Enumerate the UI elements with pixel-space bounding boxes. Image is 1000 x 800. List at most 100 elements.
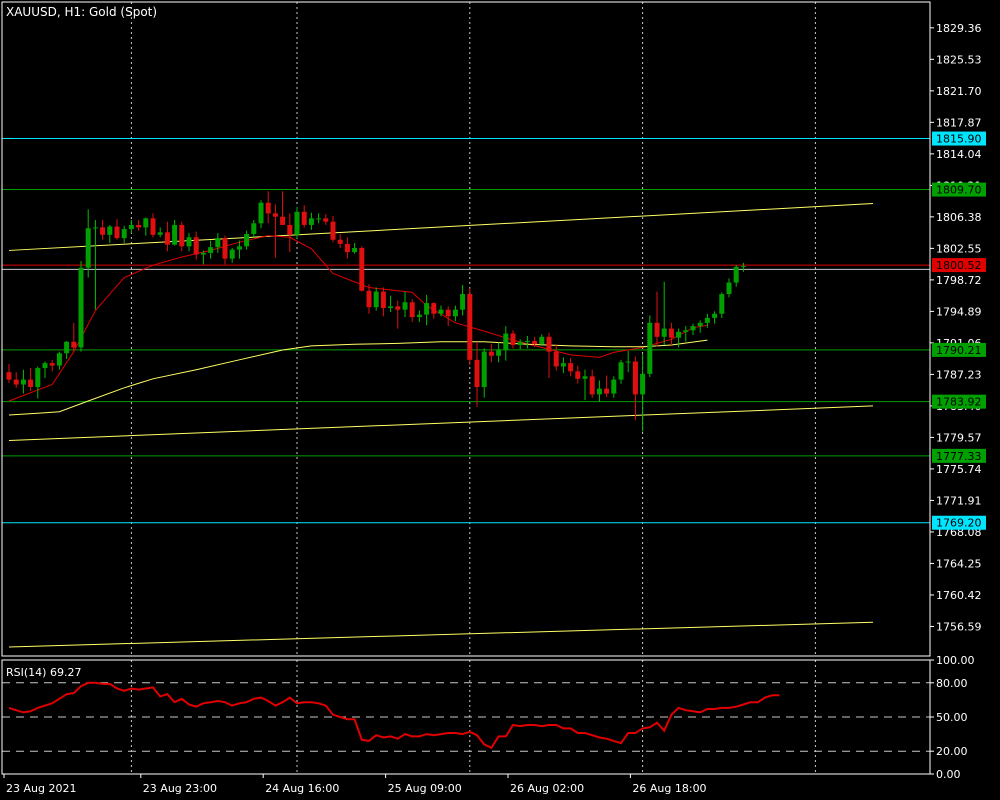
candle — [719, 292, 725, 318]
candlesticks — [6, 191, 746, 432]
candle — [265, 191, 271, 224]
candle-body — [236, 246, 242, 250]
candle-body — [510, 333, 516, 346]
candle-body — [589, 376, 595, 395]
candle — [330, 215, 336, 243]
rsi-line — [8, 681, 780, 750]
candle — [150, 213, 156, 238]
time-axis: 23 Aug 2021 23 Aug 23:00 24 Aug 16:00 25 Au… — [3, 774, 707, 795]
candle — [64, 340, 70, 360]
price-tick-label: 1814.04 — [936, 148, 982, 161]
candle-body — [431, 303, 437, 314]
price-level-tag-label: 1783.92 — [936, 396, 982, 409]
candle — [431, 302, 437, 319]
time-tick-label: 23 Aug 2021 — [6, 782, 76, 795]
candle-body — [395, 306, 401, 310]
candle — [172, 220, 178, 246]
candle — [301, 205, 307, 228]
candle — [323, 214, 329, 225]
candle — [143, 217, 149, 236]
candle — [539, 334, 545, 346]
candle — [56, 351, 62, 370]
candle-body — [78, 267, 84, 348]
candle — [640, 354, 646, 432]
candle-body — [244, 233, 250, 247]
rsi-indicator-window[interactable]: RSI(14) 69.27 — [2, 660, 930, 774]
price-tick-label: 1756.59 — [936, 620, 982, 633]
candle-body — [222, 238, 228, 259]
time-tick-label: 24 Aug 16:00 — [265, 782, 339, 795]
candle — [380, 287, 386, 317]
candle — [344, 237, 350, 259]
price-tick-label: 1829.36 — [936, 22, 982, 35]
candle — [589, 369, 595, 398]
time-tick-label: 25 Aug 09:00 — [388, 782, 462, 795]
candle — [611, 376, 617, 398]
candle — [546, 332, 552, 378]
candle — [49, 359, 55, 372]
candle-body — [690, 326, 696, 331]
price-level-tag-label: 1809.70 — [936, 184, 982, 197]
candle-body — [143, 218, 149, 228]
candle — [445, 306, 451, 327]
time-tick-label: 26 Aug 18:00 — [632, 782, 706, 795]
candle — [517, 339, 523, 350]
candle-body — [100, 227, 106, 235]
candle-body — [546, 336, 552, 352]
candle — [85, 209, 91, 278]
candle-body — [85, 228, 91, 268]
candle-body — [121, 229, 127, 239]
price-level-tag — [932, 182, 986, 197]
trend-line — [8, 405, 874, 441]
candle-body — [632, 361, 638, 395]
candle — [553, 344, 559, 371]
candle — [575, 365, 581, 384]
candle-body — [330, 221, 336, 240]
candle — [229, 247, 235, 263]
candle-body — [517, 341, 523, 346]
candle-body — [251, 223, 257, 234]
slow-moving-average — [8, 339, 708, 416]
candle-body — [42, 363, 48, 369]
candle — [733, 265, 739, 287]
candle — [107, 224, 113, 244]
price-chart-window[interactable]: XAUUSD, H1: Gold (Spot) — [2, 2, 930, 656]
candle-body — [272, 213, 278, 217]
candle-body — [49, 363, 55, 366]
rsi-series-line — [8, 681, 780, 750]
time-tick-label: 23 Aug 23:00 — [143, 782, 217, 795]
candle — [6, 363, 12, 383]
candle-body — [712, 313, 718, 318]
candle — [452, 305, 458, 322]
price-level-tag-label: 1769.20 — [936, 517, 982, 530]
candle — [661, 281, 667, 346]
candle — [676, 328, 682, 348]
candle-body — [6, 372, 12, 380]
candle-body — [445, 309, 451, 317]
candle — [618, 359, 624, 384]
candle-body — [280, 216, 286, 225]
candle — [280, 191, 286, 225]
candle-body — [35, 368, 41, 387]
price-level-tag-label: 1790.21 — [936, 344, 982, 357]
candle-body — [265, 202, 271, 214]
candle-body — [258, 202, 264, 224]
candle-body — [229, 249, 235, 259]
horizontal-levels — [2, 138, 930, 524]
candle — [503, 326, 509, 361]
candle-body — [726, 282, 732, 295]
candle-body — [323, 218, 329, 222]
price-pane-border — [1, 1, 931, 657]
candle — [100, 220, 106, 240]
candle-body — [179, 224, 185, 247]
candle — [416, 310, 422, 323]
candle — [78, 261, 84, 352]
candle-body — [316, 218, 322, 220]
rsi-axis: 100.00 80.00 50.00 20.00 0.00 — [930, 654, 975, 781]
candle — [366, 284, 372, 314]
candle-body — [366, 290, 372, 308]
candle-body — [92, 227, 98, 229]
candle-body — [704, 317, 710, 323]
candle — [164, 221, 170, 252]
